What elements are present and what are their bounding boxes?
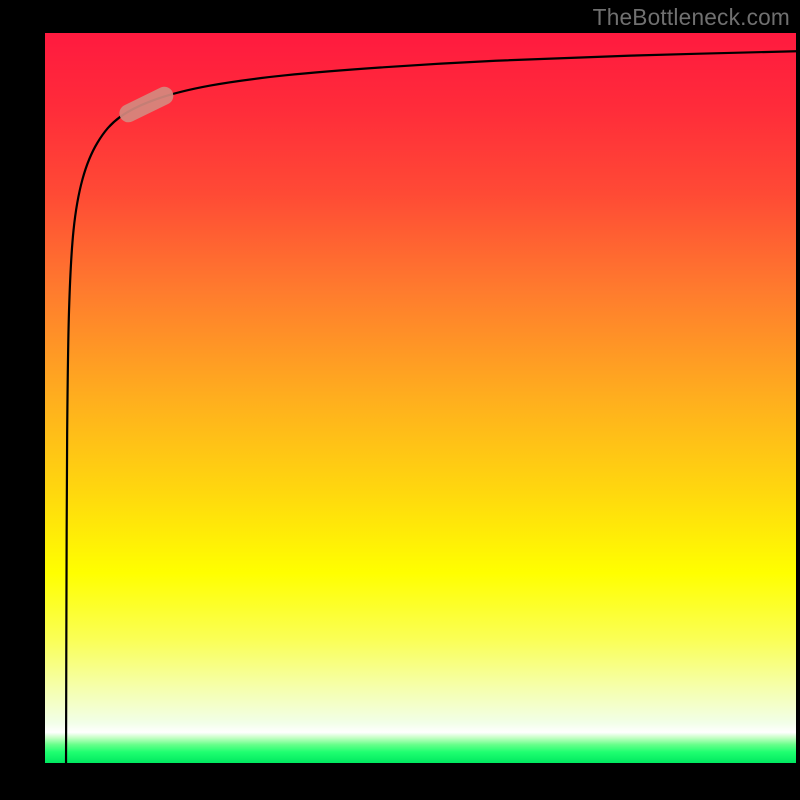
chart-svg [0, 0, 800, 800]
chart-root: TheBottleneck.com [0, 0, 800, 800]
plot-area [45, 33, 796, 763]
